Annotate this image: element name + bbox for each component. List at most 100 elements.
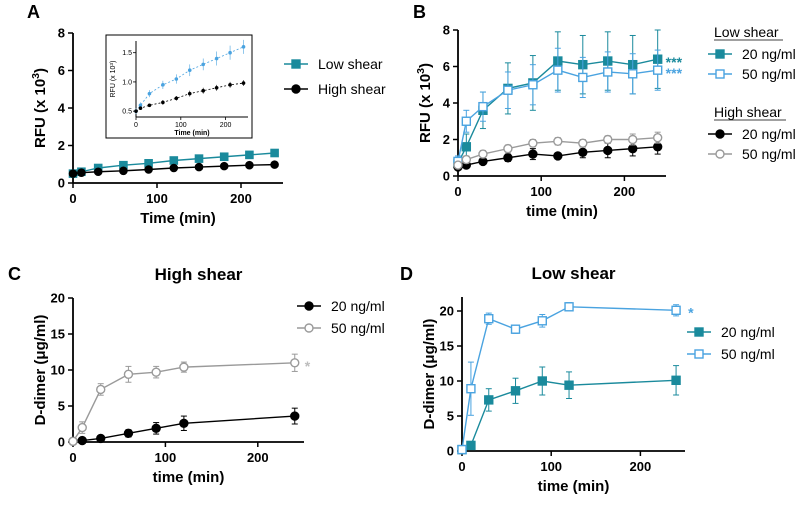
inset-data-point xyxy=(228,50,232,55)
data-point xyxy=(123,428,134,439)
chart-title: High shear xyxy=(155,265,243,284)
inset-y-tick-label: 1.5 xyxy=(122,50,132,57)
data-point xyxy=(93,167,103,177)
data-point xyxy=(510,386,521,396)
data-point xyxy=(528,149,538,159)
y-tick-label: 0 xyxy=(447,444,454,459)
y-tick-label: 8 xyxy=(443,23,450,38)
data-point xyxy=(503,143,513,154)
data-point xyxy=(119,166,128,176)
series xyxy=(68,160,279,178)
data-point xyxy=(77,435,87,446)
data-point xyxy=(628,143,638,154)
series xyxy=(453,47,663,168)
data-point xyxy=(245,160,254,170)
data-point xyxy=(466,440,476,451)
inset-data-point xyxy=(174,77,179,81)
data-point xyxy=(77,422,87,433)
inset-data-point xyxy=(161,83,165,87)
data-point xyxy=(478,101,488,112)
y-tick-label: 6 xyxy=(58,63,65,78)
legend-label: 20 ng/ml xyxy=(331,298,385,314)
data-point xyxy=(537,376,547,386)
series-line xyxy=(457,69,658,162)
data-point xyxy=(179,418,189,428)
y-tick-label: 2 xyxy=(58,138,65,153)
inset-y-tick-label: 1.0 xyxy=(122,79,132,86)
legend-group-title: Low shear xyxy=(714,24,779,40)
x-tick-label: 200 xyxy=(614,184,636,199)
y-axis-label: D-dimer (μg/ml) xyxy=(421,319,438,430)
panel-label: A xyxy=(27,2,40,22)
data-point xyxy=(603,67,613,77)
inset-data-point xyxy=(201,62,205,67)
x-tick-label: 200 xyxy=(247,450,269,465)
legend-marker xyxy=(715,69,725,79)
y-tick-label: 10 xyxy=(440,374,454,389)
legend-group-title: High shear xyxy=(714,104,782,120)
data-point xyxy=(537,316,547,326)
inset-x-axis-label: Time (min) xyxy=(174,130,209,137)
data-point xyxy=(270,160,279,169)
data-point xyxy=(194,154,204,163)
data-point xyxy=(457,444,467,455)
y-tick-label: 5 xyxy=(58,399,65,414)
inset-data-point xyxy=(147,91,152,96)
x-axis-label: time (min) xyxy=(153,469,225,486)
y-tick-label: 15 xyxy=(51,327,65,342)
data-point xyxy=(652,142,663,152)
legend-label: 20 ng/ml xyxy=(721,324,775,340)
y-tick-label: 20 xyxy=(51,291,65,306)
inset-data-point xyxy=(138,106,143,111)
data-point xyxy=(553,151,563,161)
legend-label: 50 ng/ml xyxy=(742,146,796,162)
data-point xyxy=(503,153,513,163)
data-point xyxy=(578,147,588,157)
inset-y-axis-label: RFU (x 103) xyxy=(109,61,118,98)
data-point xyxy=(219,152,229,162)
data-point xyxy=(652,132,663,143)
series-line xyxy=(72,163,275,175)
series xyxy=(457,302,681,455)
data-point xyxy=(484,314,494,324)
legend-marker xyxy=(715,149,725,159)
inset-data-point xyxy=(138,103,143,108)
series-line xyxy=(72,152,275,175)
series-line xyxy=(457,58,658,164)
inset-data-point xyxy=(214,85,219,90)
legend-label: 50 ng/ml xyxy=(742,66,796,82)
panel-label: D xyxy=(400,264,413,284)
legend-marker xyxy=(694,349,704,359)
y-tick-label: 0 xyxy=(443,169,450,184)
inset-series-line xyxy=(135,46,244,112)
series xyxy=(68,407,300,446)
series xyxy=(453,131,663,170)
inset-data-point xyxy=(214,56,219,61)
data-point xyxy=(270,148,279,158)
data-point xyxy=(553,136,563,147)
legend-label: 50 ng/ml xyxy=(721,346,775,362)
panel-label: C xyxy=(8,264,21,284)
x-tick-label: 200 xyxy=(230,191,252,206)
x-tick-label: 100 xyxy=(146,191,168,206)
legend: Low shear High shear xyxy=(284,56,386,97)
data-point xyxy=(484,395,494,405)
data-point xyxy=(123,369,134,380)
data-point xyxy=(461,142,472,152)
inset-y-tick-label: 0.5 xyxy=(122,109,132,116)
data-point xyxy=(628,69,638,79)
data-point xyxy=(245,150,254,160)
data-point xyxy=(466,384,476,394)
legend-marker xyxy=(291,59,301,69)
data-point xyxy=(169,163,179,173)
legend-marker xyxy=(304,301,314,311)
data-point xyxy=(219,161,229,171)
y-axis-label: RFU (x 103) xyxy=(30,68,49,148)
data-point xyxy=(77,168,86,177)
legend: 20 ng/ml 50 ng/ml xyxy=(687,324,775,362)
x-tick-label: 100 xyxy=(530,184,552,199)
inset-x-tick-label: 200 xyxy=(220,122,232,129)
data-point xyxy=(68,169,78,178)
